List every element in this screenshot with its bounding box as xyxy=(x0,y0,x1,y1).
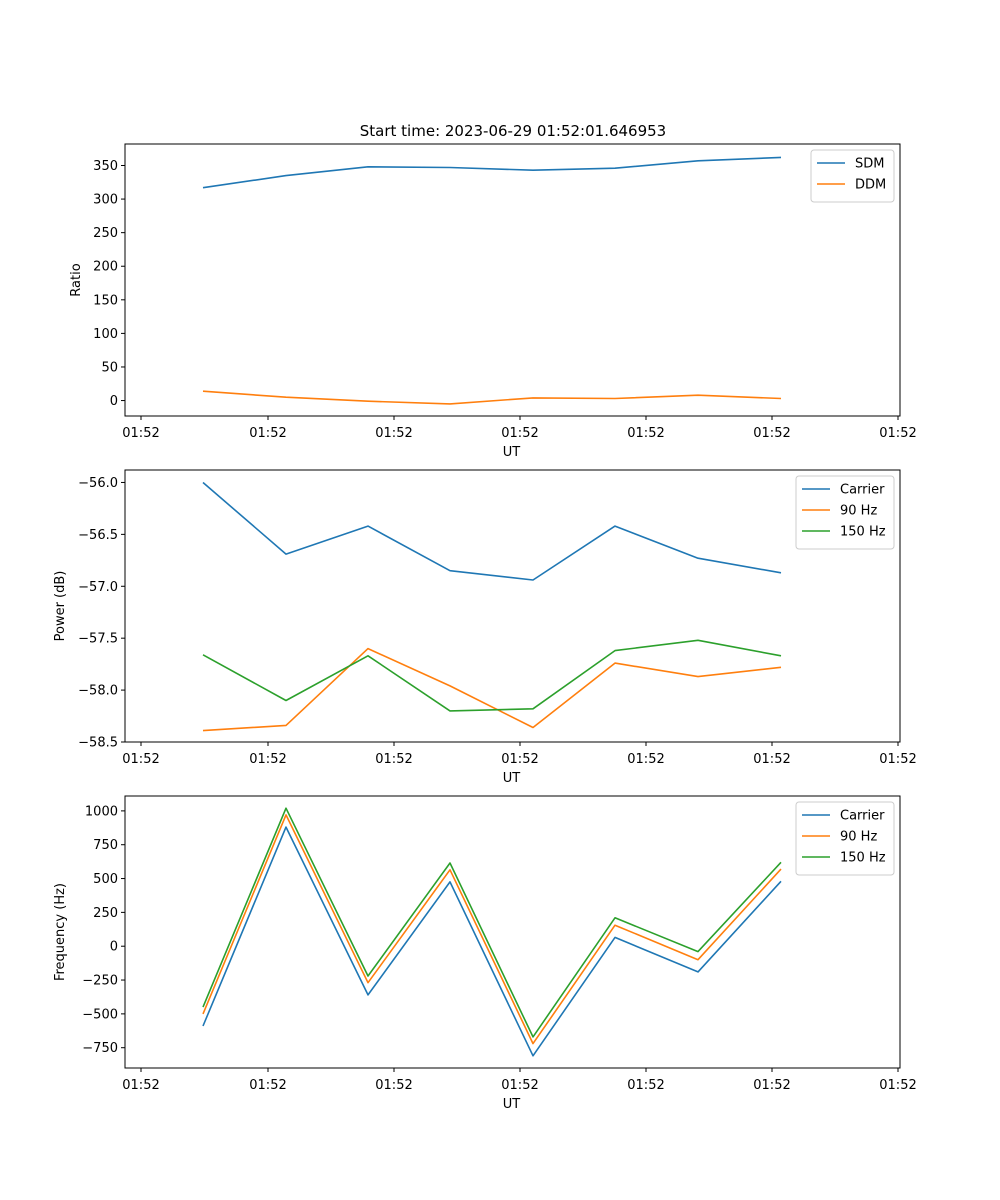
legend-label: 90 Hz xyxy=(840,830,877,845)
legend-label: 90 Hz xyxy=(840,504,877,519)
y-tick-label: 0 xyxy=(110,394,118,409)
y-tick-label: 100 xyxy=(93,327,118,342)
x-tick-label: 01:52 xyxy=(627,1078,664,1093)
chart-panel-2: −56.0 −56.5 −57.0 −57.5 −58.0 −58.5 01:52 01:52… xyxy=(53,469,917,786)
legend-label: 150 Hz xyxy=(840,525,886,540)
y-tick-label: 250 xyxy=(93,226,118,241)
legend-label: 150 Hz xyxy=(840,851,886,866)
x-tick-label: 01:52 xyxy=(753,1078,790,1093)
x-tick-label: 01:52 xyxy=(627,752,664,767)
plot-frame xyxy=(124,143,901,417)
x-tick-label: 01:52 xyxy=(879,426,916,441)
chart-panel-1: 0 50 100 150 200 250 300 350 01:52 01:52 01:52 01:5… xyxy=(69,143,917,460)
y-tick-label: −750 xyxy=(82,1041,118,1056)
series-line-sdm xyxy=(202,156,782,189)
x-tick-label: 01:52 xyxy=(375,1078,412,1093)
y-axis-label: Power (dB) xyxy=(53,571,68,642)
y-tick-label: −56.0 xyxy=(78,476,118,491)
y-tick-label: 350 xyxy=(93,159,118,174)
series-line-carrier xyxy=(202,826,782,1057)
x-tick-label: 01:52 xyxy=(122,426,159,441)
series-line-carrier xyxy=(202,481,782,581)
figure-title: Start time: 2023-06-29 01:52:01.646953 xyxy=(360,122,666,140)
series-line-150-hz xyxy=(202,639,782,712)
y-tick-label: −58.0 xyxy=(78,684,118,699)
x-axis-label: UT xyxy=(503,771,521,786)
x-axis-label: UT xyxy=(503,445,521,460)
y-tick-label: 150 xyxy=(93,293,118,308)
y-tick-label: 200 xyxy=(93,260,118,275)
y-tick-label: 500 xyxy=(93,872,118,887)
y-axis-label: Frequency (Hz) xyxy=(53,883,68,981)
y-axis-label: Ratio xyxy=(69,263,84,296)
series-line-150-hz xyxy=(202,807,782,1038)
y-tick-label: 0 xyxy=(110,940,118,955)
y-tick-label: 50 xyxy=(101,360,118,375)
x-tick-label: 01:52 xyxy=(249,1078,286,1093)
chart-panel-3: 1000 750 500 250 0 −250 −500 −750 01:52 01:52 01:5… xyxy=(53,795,917,1112)
x-axis-label: UT xyxy=(503,1097,521,1112)
x-tick-label: 01:52 xyxy=(501,752,538,767)
series-line-90-hz xyxy=(202,814,782,1045)
legend-label: Carrier xyxy=(840,483,885,498)
legend: Carrier 90 Hz 150 Hz xyxy=(795,801,895,876)
y-tick-label: −56.5 xyxy=(78,528,118,543)
plot-frame xyxy=(124,795,901,1069)
y-tick-label: −57.0 xyxy=(78,580,118,595)
x-tick-label: 01:52 xyxy=(753,752,790,767)
legend-label: SDM xyxy=(855,157,884,172)
y-tick-label: 1000 xyxy=(85,804,118,819)
x-tick-label: 01:52 xyxy=(375,752,412,767)
legend: SDM DDM xyxy=(810,149,895,203)
x-tick-label: 01:52 xyxy=(753,426,790,441)
y-tick-label: 250 xyxy=(93,906,118,921)
x-tick-label: 01:52 xyxy=(501,1078,538,1093)
y-tick-label: 750 xyxy=(93,838,118,853)
y-tick-label: −250 xyxy=(82,974,118,989)
y-tick-label: −57.5 xyxy=(78,632,118,647)
x-tick-label: 01:52 xyxy=(249,426,286,441)
y-tick-label: 300 xyxy=(93,193,118,208)
y-tick-label: −58.5 xyxy=(78,736,118,751)
x-tick-label: 01:52 xyxy=(122,1078,159,1093)
panels: 0 50 100 150 200 250 300 350 01:52 01:52 01:52 01:5… xyxy=(53,143,917,1112)
x-tick-label: 01:52 xyxy=(627,426,664,441)
x-tick-label: 01:52 xyxy=(375,426,412,441)
legend-label: DDM xyxy=(855,178,886,193)
legend: Carrier 90 Hz 150 Hz xyxy=(795,475,895,550)
x-tick-label: 01:52 xyxy=(501,426,538,441)
x-tick-label: 01:52 xyxy=(249,752,286,767)
y-tick-label: −500 xyxy=(82,1007,118,1022)
plot-frame xyxy=(124,469,901,743)
x-tick-label: 01:52 xyxy=(879,1078,916,1093)
series-line-90-hz xyxy=(202,647,782,732)
x-tick-label: 01:52 xyxy=(122,752,159,767)
x-tick-label: 01:52 xyxy=(879,752,916,767)
series-line-ddm xyxy=(202,390,782,405)
legend-label: Carrier xyxy=(840,809,885,824)
